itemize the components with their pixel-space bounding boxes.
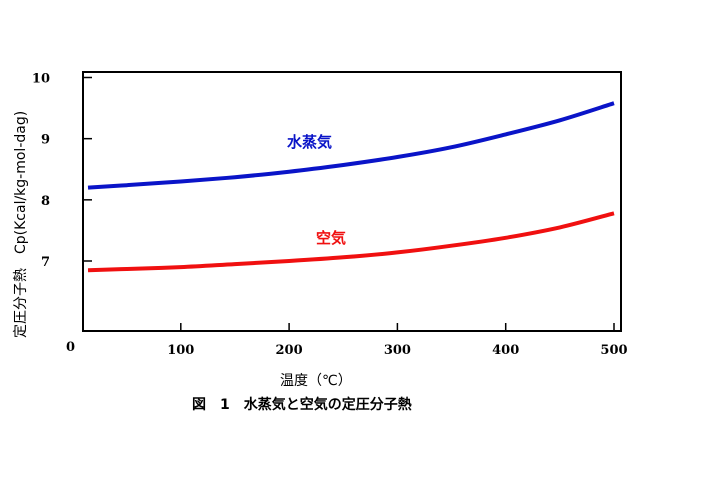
y-tick-label: 7 xyxy=(41,255,50,270)
origin-label: 0 xyxy=(66,340,75,355)
series-label-steam: 水蒸気 xyxy=(287,133,332,151)
x-tick-label: 300 xyxy=(384,343,411,358)
plot-frame xyxy=(82,71,622,332)
y-tick-label: 9 xyxy=(41,133,50,148)
x-axis-label: 温度（℃） xyxy=(280,373,352,389)
figure-caption: 図 1 水蒸気と空気の定圧分子熱 xyxy=(192,396,412,413)
x-tick-label: 500 xyxy=(600,343,627,358)
y-tick-label: 8 xyxy=(41,194,50,209)
x-axis-ticks: 100 200 300 400 500 xyxy=(167,323,628,358)
series-label-air: 空気 xyxy=(316,229,346,247)
series-layer xyxy=(87,101,615,273)
y-axis-label: 定圧分子熱 Cp(Kcal/kg-mol-dag) xyxy=(13,111,29,338)
series-line-air xyxy=(87,211,615,273)
series-line-steam xyxy=(87,101,615,190)
x-tick-label: 400 xyxy=(492,343,519,358)
y-tick-label: 10 xyxy=(32,72,50,87)
x-tick-label: 200 xyxy=(276,343,303,358)
y-axis-ticks: 7 8 9 10 xyxy=(32,72,92,270)
x-tick-label: 100 xyxy=(167,343,194,358)
